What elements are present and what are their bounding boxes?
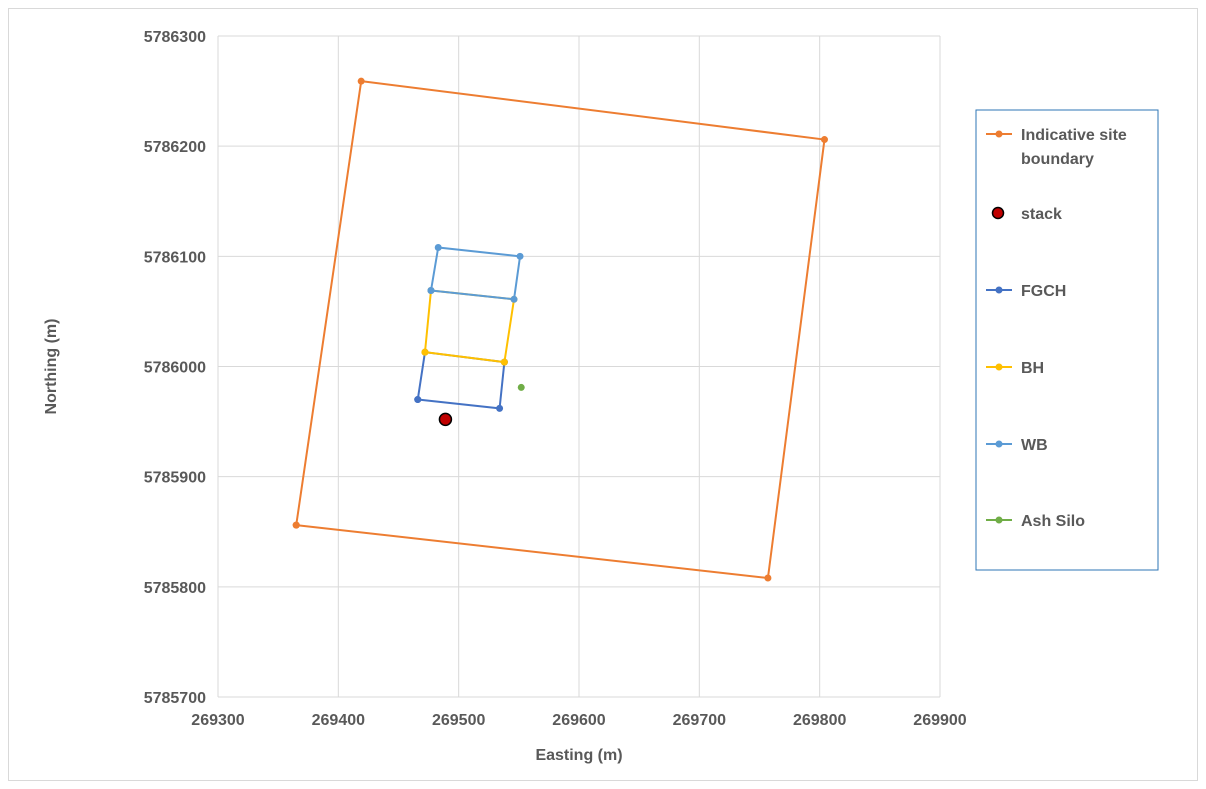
grid-layer — [217, 35, 941, 698]
legend-marker — [995, 440, 1003, 448]
series-indicative-site-boundary — [292, 77, 828, 582]
legend-marker — [995, 516, 1003, 524]
y-tick-label: 5786300 — [144, 29, 206, 46]
data-point — [496, 404, 504, 412]
series-line — [430, 246, 522, 301]
legend-entry-bh: BH — [986, 360, 1044, 377]
legend-label: Ash Silo — [1021, 513, 1085, 530]
legend-entry-stack: stack — [991, 206, 1062, 223]
x-tick-label: 269600 — [552, 712, 605, 729]
data-point — [500, 358, 508, 366]
legend-label: WB — [1021, 437, 1048, 454]
legend-box — [975, 109, 1159, 571]
legend-marker — [995, 130, 1003, 138]
y-tick-label: 5786200 — [144, 139, 206, 156]
y-tick-label: 5786100 — [144, 249, 206, 266]
data-point — [510, 295, 518, 303]
x-tick-label: 269300 — [191, 712, 244, 729]
legend-entry-indicative-site-boundary: Indicative site boundary — [986, 127, 1127, 168]
x-tick-label: 269900 — [913, 712, 966, 729]
series-stack — [438, 412, 453, 427]
data-point — [292, 521, 300, 529]
y-tick-label: 5786000 — [144, 360, 206, 377]
data-point — [421, 348, 429, 356]
legend-entry-fgch: FGCH — [986, 283, 1066, 300]
data-point — [434, 244, 442, 252]
series-layer — [292, 77, 828, 582]
data-point — [414, 396, 422, 404]
y-axis-title: Northing (m) — [43, 319, 60, 415]
legend-label: FGCH — [1021, 283, 1066, 300]
series-fgch — [414, 348, 508, 412]
legend-marker — [995, 286, 1003, 294]
series-wb — [427, 244, 524, 303]
y-tick-label: 5785700 — [144, 690, 206, 707]
tick-labels: 269300 269400 269500 269600 269700 269800 2699… — [144, 29, 967, 729]
x-axis-title: Easting (m) — [535, 747, 622, 764]
y-tick-label: 5785900 — [144, 470, 206, 487]
series-line — [295, 80, 826, 580]
y-tick-label: 5785800 — [144, 580, 206, 597]
legend-entry-wb: WB — [986, 437, 1048, 454]
chart-frame: 269300 269400 269500 269600 269700 269800 2699… — [8, 8, 1198, 781]
legend-label: stack — [1021, 206, 1062, 223]
legend-marker — [995, 363, 1003, 371]
series-ash-silo — [517, 383, 525, 391]
legend: Indicative site boundary stack FGCH BH WB Ash … — [975, 109, 1159, 571]
data-point — [764, 574, 772, 582]
scatter-chart: 269300 269400 269500 269600 269700 269800 2699… — [43, 29, 1159, 764]
data-point — [357, 77, 365, 85]
stack-marker — [438, 412, 453, 427]
legend-entry-ash-silo: Ash Silo — [986, 513, 1085, 530]
x-tick-label: 269500 — [432, 712, 485, 729]
x-tick-label: 269700 — [673, 712, 726, 729]
x-tick-label: 269800 — [793, 712, 846, 729]
x-tick-label: 269400 — [312, 712, 365, 729]
data-point — [427, 286, 435, 294]
legend-label: BH — [1021, 360, 1044, 377]
data-point — [517, 383, 525, 391]
legend-label: boundary — [1021, 151, 1094, 168]
data-point — [516, 252, 524, 260]
legend-marker — [991, 206, 1005, 220]
data-point — [820, 136, 828, 144]
legend-label: Indicative site — [1021, 127, 1127, 144]
series-line — [423, 289, 516, 364]
